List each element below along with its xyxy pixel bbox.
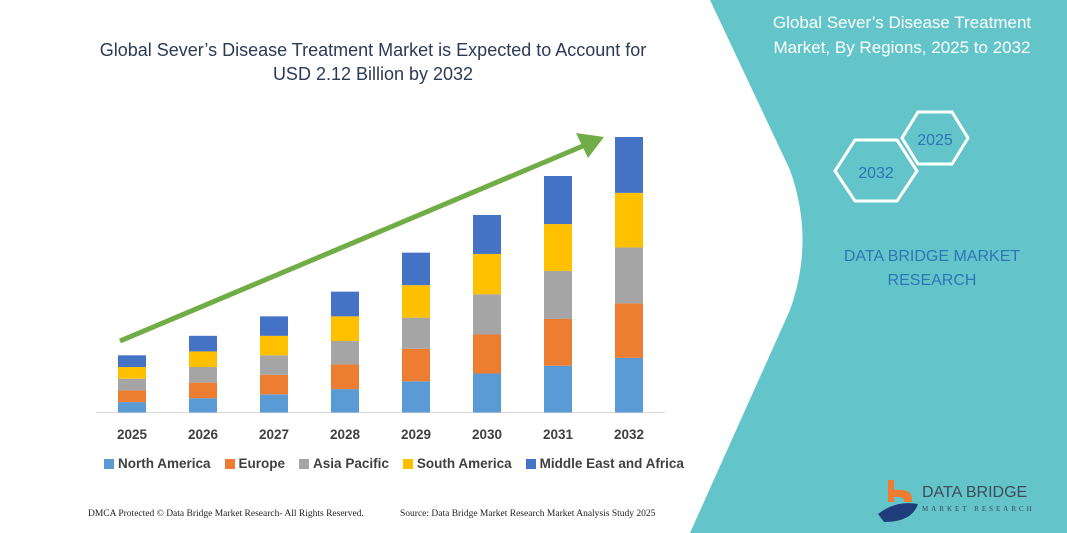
bar-segment-2026-asia-pacific [189,367,217,383]
legend: North America Europe Asia Pacific South Ame… [104,456,684,471]
logo-tagline: MARKET RESEARCH [922,505,1035,513]
bar-segment-2029-europe [402,348,430,382]
x-tick-label: 2031 [543,427,574,442]
bar-segment-2029-middle-east-and-africa [402,252,430,286]
teal-panel [690,0,1067,533]
x-tick-label: 2028 [330,427,361,442]
legend-item: Asia Pacific [299,456,389,471]
legend-item: Europe [224,456,286,471]
x-tick-label: 2029 [401,427,431,442]
bar-segment-2030-europe [473,334,501,374]
bar-segment-2025-asia-pacific [118,378,146,391]
bar-segment-2026-south-america [189,351,217,368]
bar-segment-2031-asia-pacific [544,270,572,319]
hexagon-2032 [833,138,919,203]
bar-segment-2026-north-america [189,398,217,413]
x-tick-label: 2026 [188,427,219,442]
bar-segment-2029-north-america [402,381,430,413]
x-tick-label: 2030 [472,427,502,442]
bar-segment-2029-asia-pacific [402,317,430,349]
bar-segment-2028-south-america [331,316,359,342]
legend-swatch [299,458,310,469]
legend-item: North America [104,456,211,471]
legend-label: Asia Pacific [313,456,389,471]
legend-item: Middle East and Africa [525,456,684,471]
bar-segment-2031-europe [544,318,572,366]
bar-segment-2030-north-america [473,373,501,413]
bar-segment-2026-europe [189,382,217,399]
bar-segment-2031-north-america [544,365,572,413]
bar-segment-2027-north-america [260,394,288,413]
footer-source: Source: Data Bridge Market Research Mark… [400,509,656,519]
legend-swatch [525,458,536,469]
legend-swatch [402,458,413,469]
logo-icon [878,480,918,522]
bar-segment-2032-asia-pacific [615,247,643,304]
bar-segment-2028-asia-pacific [331,341,359,365]
bar-segment-2030-south-america [473,253,501,295]
bar-segment-2027-asia-pacific [260,355,288,375]
bar-segment-2028-middle-east-and-africa [331,291,359,317]
panel-title: Global Sever’s Disease Treatment Market,… [772,13,1032,57]
hex-label-2032: 2032 [858,165,894,182]
bar-segment-2032-north-america [615,357,643,413]
bar-segment-2030-asia-pacific [473,294,501,335]
legend-label: Europe [238,456,286,471]
bar-segment-2025-middle-east-and-africa [118,355,146,368]
chart-title: Global Sever’s Disease Treatment Market … [99,40,647,84]
bar-segment-2032-south-america [615,192,643,248]
hexagon-2025 [900,110,970,166]
bar-segment-2031-south-america [544,224,572,271]
legend-swatch [224,458,235,469]
legend-item: South America [402,456,512,471]
bar-segment-2026-middle-east-and-africa [189,335,217,352]
bar-segment-2028-north-america [331,389,359,413]
hex-label-2025: 2025 [917,132,953,149]
bar-segment-2031-middle-east-and-africa [544,175,572,225]
bar-segment-2025-europe [118,390,146,403]
bar-segment-2027-middle-east-and-africa [260,316,288,336]
legend-swatch [104,458,114,469]
legend-label: Middle East and Africa [539,456,684,471]
bar-segment-2030-middle-east-and-africa [473,214,501,254]
bar-segment-2025-south-america [118,367,146,379]
footer-copyright: DMCA Protected © Data Bridge Market Rese… [88,509,364,519]
bar-segment-2027-europe [260,374,288,395]
legend-label: North America [118,456,211,471]
bar-segment-2025-north-america [118,402,146,413]
bar-segment-2029-south-america [402,285,430,318]
bar-segment-2028-europe [331,364,359,390]
bar-segment-2027-south-america [260,335,288,356]
x-tick-label: 2027 [259,427,289,442]
logo-name: DATA BRIDGE [922,484,1028,501]
trend-arrow [119,133,604,344]
brand-text: DATA BRIDGE MARKET RESEARCH [843,248,1021,289]
bar-segment-2032-europe [615,303,643,358]
x-tick-label: 2025 [117,427,148,442]
bar-segment-2032-middle-east-and-africa [615,137,643,193]
x-tick-label: 2032 [614,427,644,442]
legend-label: South America [416,456,512,471]
